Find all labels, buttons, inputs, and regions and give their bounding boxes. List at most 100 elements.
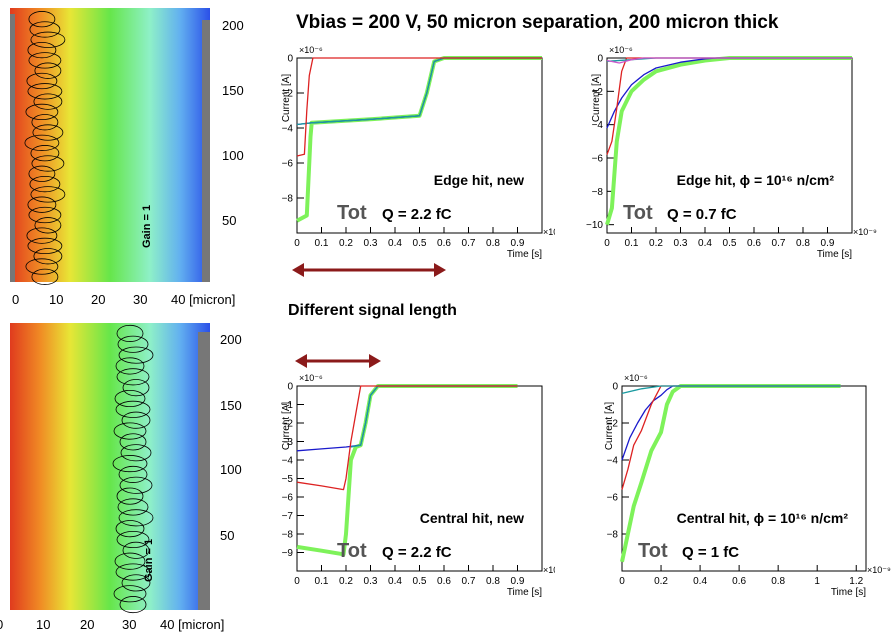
x-tick-label: 0.8 — [486, 238, 500, 249]
y-tick-label: −6 — [282, 159, 294, 170]
y-tick-label: 0 — [287, 54, 293, 65]
left-electrode — [10, 14, 15, 282]
chart-central-new: 0 0.1 0.2 0.3 0.4 0.5 0.6 0.7 0.8 0.90−1−2−3−4−5−… — [255, 372, 555, 602]
x-tick-label: 0.2 — [339, 238, 353, 249]
y-axis-label: Current [A] — [281, 74, 292, 123]
x-tick-label: 0 — [294, 576, 300, 587]
x-axis-label: Time [s] — [507, 587, 542, 598]
charge-label: Q = 2.2 fC — [382, 206, 452, 223]
field-map — [10, 328, 210, 610]
x-tick-label: 0.7 — [772, 238, 786, 249]
x-tick-label: 0.1 — [315, 576, 329, 587]
tot-label: Tot — [638, 540, 668, 562]
x-axis-label: Time [s] — [831, 587, 866, 598]
page-title: Vbias = 200 V, 50 micron separation, 200… — [296, 12, 778, 34]
y-exponent: ×10⁻⁶ — [624, 373, 648, 383]
x-tick: 20 — [80, 617, 94, 632]
x-tick: 40 [micron] — [160, 617, 224, 632]
right-electrode — [198, 332, 210, 610]
x-exponent: ×10⁻⁹ — [543, 227, 555, 237]
x-exponent: ×10⁻⁹ — [853, 227, 877, 237]
y-tick-label: −6 — [282, 493, 294, 504]
x-tick-label: 1 — [814, 576, 820, 587]
y-tick-label: −8 — [592, 187, 604, 198]
x-tick-label: 0.3 — [364, 576, 378, 587]
y-tick-label: −6 — [592, 154, 604, 165]
x-tick-label: 0.5 — [723, 238, 737, 249]
x-tick-label: 0.9 — [511, 576, 525, 587]
x-tick: 0 — [0, 617, 3, 632]
right-electrode — [202, 20, 210, 282]
x-exponent: ×10⁻⁹ — [543, 565, 555, 575]
x-tick: 20 — [91, 292, 105, 307]
hit-annotation: Central hit, ϕ = 10¹⁶ n/cm² — [677, 510, 849, 526]
x-tick-label: 0.2 — [649, 238, 663, 249]
y-axis-label: Current [A] — [281, 402, 292, 451]
y-tick-label: −8 — [282, 194, 294, 205]
subtitle: Different signal length — [288, 302, 457, 320]
y-tick-label: −10 — [586, 220, 603, 231]
y-tick-label: −9 — [282, 548, 294, 559]
x-tick-label: 0.4 — [388, 238, 402, 249]
x-tick: 0 — [12, 292, 19, 307]
y-tick-label: −8 — [282, 530, 294, 541]
y-exponent: ×10⁻⁶ — [299, 373, 323, 383]
tot-label: Tot — [623, 202, 653, 224]
signal-length-arrow-top — [290, 258, 450, 282]
x-tick-label: 0.9 — [821, 238, 835, 249]
x-tick-label: 0.4 — [698, 238, 712, 249]
x-tick-label: 0.7 — [462, 238, 476, 249]
hit-annotation: Edge hit, ϕ = 10¹⁶ n/cm² — [677, 172, 835, 188]
y-tick: 150 — [222, 83, 244, 98]
x-tick-label: 0.1 — [315, 238, 329, 249]
x-tick-label: 0.2 — [654, 576, 668, 587]
charge-label: Q = 0.7 fC — [667, 206, 737, 223]
y-tick: 200 — [220, 332, 242, 347]
x-tick-label: 0.3 — [364, 238, 378, 249]
x-tick-label: 0.8 — [486, 576, 500, 587]
x-tick-label: 0.8 — [796, 238, 810, 249]
y-tick: 50 — [220, 528, 234, 543]
charge-label: Q = 1 fC — [682, 544, 739, 561]
charge-label: Q = 2.2 fC — [382, 544, 452, 561]
x-tick: 10 — [36, 617, 50, 632]
x-tick-label: 0.2 — [339, 576, 353, 587]
gain-label: Gain = 1 — [143, 539, 155, 582]
x-tick-label: 0.5 — [413, 238, 427, 249]
chart-central-irradiated: 0 0.2 0.4 0.6 0.8 1 1.20−2−4−6−8×10⁻⁶×10⁻⁹Curr… — [578, 372, 891, 602]
x-tick: 10 — [49, 292, 63, 307]
x-tick-label: 0 — [604, 238, 610, 249]
x-tick-label: 0.5 — [413, 576, 427, 587]
hit-annotation: Central hit, new — [420, 510, 524, 526]
x-tick-label: 0 — [294, 238, 300, 249]
y-tick-label: −6 — [607, 493, 619, 504]
y-tick: 150 — [220, 398, 242, 413]
x-tick: 30 — [133, 292, 147, 307]
chart-edge-irradiated: 0 0.1 0.2 0.3 0.4 0.5 0.6 0.7 0.8 0.90−2−4−6−8−10… — [565, 40, 891, 270]
x-tick-label: 0.6 — [732, 576, 746, 587]
y-tick-label: −5 — [282, 474, 294, 485]
sim-map-top: Gain = 1 — [0, 0, 260, 310]
y-tick-label: −7 — [282, 511, 294, 522]
y-tick: 100 — [220, 462, 242, 477]
x-tick-label: 0.6 — [437, 576, 451, 587]
y-tick: 100 — [222, 148, 244, 163]
x-tick-label: 0 — [619, 576, 625, 587]
y-tick: 50 — [222, 213, 236, 228]
colorscale-bar — [10, 8, 210, 14]
y-tick-label: −4 — [282, 124, 294, 135]
x-tick-label: 0.9 — [511, 238, 525, 249]
x-tick-label: 0.4 — [693, 576, 707, 587]
sim-panel-top: Gain = 1 200 150 100 50 0 10 20 30 40 [m… — [0, 0, 260, 310]
tot-label: Tot — [337, 540, 367, 562]
signal-length-arrow-bottom — [293, 350, 385, 372]
x-exponent: ×10⁻⁹ — [867, 565, 891, 575]
y-exponent: ×10⁻⁶ — [609, 45, 633, 55]
x-axis-label: Time [s] — [507, 249, 542, 260]
sim-panel-bottom: Gain = 1 200 150 100 50 0 10 20 30 40 [m… — [0, 320, 260, 635]
y-tick-label: 0 — [287, 382, 293, 393]
y-axis-label: Current [A] — [604, 402, 615, 451]
y-tick-label: −8 — [607, 530, 619, 541]
x-tick-label: 0.1 — [625, 238, 639, 249]
y-tick-label: −4 — [282, 456, 294, 467]
